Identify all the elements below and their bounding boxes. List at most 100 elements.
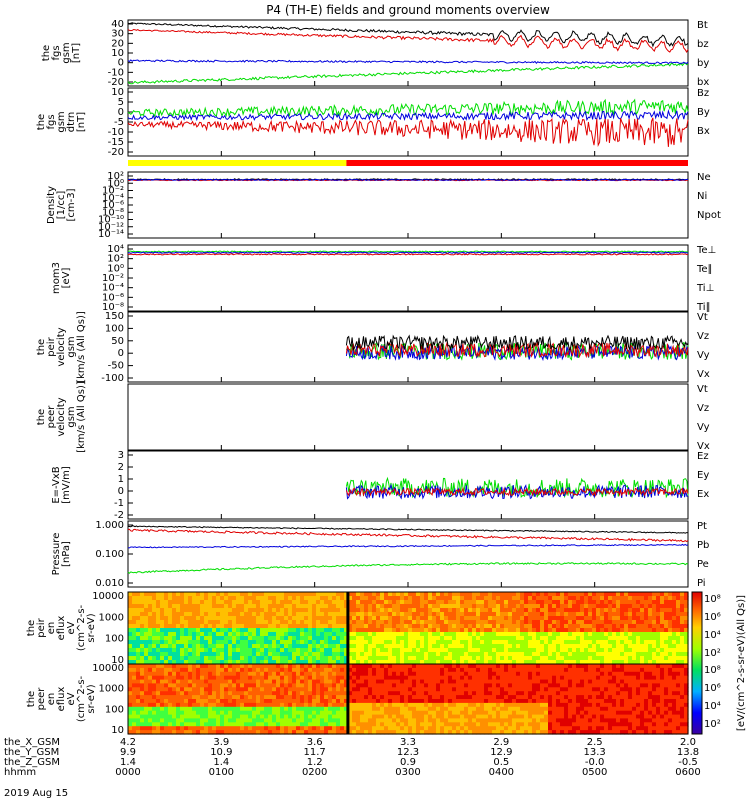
spectrogram-cell (580, 636, 585, 641)
spectrogram-cell (628, 624, 633, 629)
spectrogram-cell (192, 640, 197, 645)
spectrogram-cell (624, 620, 629, 625)
spectrogram-cell (192, 600, 197, 605)
spectrogram-cell (340, 604, 345, 609)
spectrogram-cell (208, 640, 213, 645)
spectrogram-cell (312, 706, 317, 712)
spectrogram-cell (472, 710, 477, 716)
spectrogram-cell (472, 699, 477, 704)
spectrogram-cell (652, 616, 657, 621)
spectrogram-cell (616, 640, 621, 645)
spectrogram-cell (584, 644, 589, 649)
spectrogram-cell (164, 671, 169, 677)
spectrogram-cell (440, 600, 445, 605)
spectrogram-cell (356, 616, 361, 621)
spectrogram-cell (148, 600, 153, 605)
spectrogram-cell (600, 644, 605, 649)
spectrogram-cell (248, 632, 253, 637)
spectrogram-cell (416, 726, 421, 731)
spectrogram-cell (220, 706, 225, 712)
spectrogram-cell (520, 710, 525, 716)
spectrogram-cell (296, 616, 301, 621)
spectrogram-cell (408, 640, 413, 645)
spectrogram-cell (172, 656, 177, 661)
spectrogram-cell (612, 604, 617, 609)
spectrogram-cell (468, 702, 473, 708)
spectrogram-cell (200, 592, 205, 597)
spectrogram-cell (136, 671, 141, 677)
spectrogram-cell (544, 640, 549, 645)
spectrogram-cell (328, 640, 333, 645)
spectrogram-cell (256, 640, 261, 645)
spectrogram-cell (440, 726, 445, 731)
spectrogram-cell (192, 664, 197, 669)
spectrogram-cell (644, 652, 649, 657)
spectrogram-cell (628, 616, 633, 621)
spectrogram-cell (596, 664, 601, 669)
spectrogram-cell (292, 620, 297, 625)
spectrogram-cell (200, 710, 205, 716)
spectrogram-cell (468, 596, 473, 601)
spectrogram-cell (348, 664, 353, 669)
spectrogram-cell (132, 656, 137, 661)
spectrogram-cell (504, 691, 509, 696)
spectrogram-cell (160, 679, 165, 685)
spectrogram-cell (204, 675, 209, 681)
spectrogram-cell (372, 664, 377, 669)
spectrogram-cell (540, 702, 545, 708)
spectrogram-cell (464, 667, 469, 673)
spectrogram-cell (196, 691, 201, 696)
spectrogram-cell (456, 710, 461, 716)
spectrogram-cell (448, 640, 453, 645)
spectrogram-cell (332, 718, 337, 723)
spectrogram-cell (512, 683, 517, 688)
spectrogram-cell (588, 624, 593, 629)
spectrogram-cell (560, 667, 565, 673)
spectrogram-cell (168, 628, 173, 633)
spectrogram-cell (600, 683, 605, 688)
spectrogram-cell (608, 616, 613, 621)
spectrogram-cell (348, 648, 353, 653)
spectrogram-cell (356, 648, 361, 653)
spectrogram-cell (328, 596, 333, 601)
spectrogram-cell (472, 604, 477, 609)
spectrogram-cell (536, 687, 541, 692)
spectrogram-cell (588, 640, 593, 645)
y-tick-label: 30 (111, 29, 124, 40)
spectrogram-cell (168, 730, 173, 735)
spectrogram-cell (324, 699, 329, 704)
spectrogram-cell (232, 710, 237, 716)
spectrogram-cell (488, 652, 493, 657)
spectrogram-cell (428, 644, 433, 649)
spectrogram-cell (508, 648, 513, 653)
spectrogram-cell (492, 679, 497, 685)
spectrogram-cell (672, 620, 677, 625)
spectrogram-cell (660, 652, 665, 657)
spectrogram-cell (524, 664, 529, 669)
spectrogram-cell (204, 679, 209, 685)
spectrogram-cell (144, 730, 149, 735)
spectrogram-cell (308, 648, 313, 653)
spectrogram-cell (496, 656, 501, 661)
spectrogram-cell (240, 679, 245, 685)
panel-ylabel: (cm^2-s- (76, 675, 87, 722)
panel-ylabel: peer (36, 687, 47, 711)
spectrogram-cell (484, 636, 489, 641)
spectrogram-cell (160, 667, 165, 673)
spectrogram-cell (496, 699, 501, 704)
spectrogram-cell (184, 604, 189, 609)
spectrogram-cell (160, 691, 165, 696)
spectrogram-cell (376, 718, 381, 723)
spectrogram-cell (200, 652, 205, 657)
spectrogram-cell (608, 706, 613, 712)
spectrogram-cell (504, 632, 509, 637)
spectrogram-cell (440, 722, 445, 727)
spectrogram-cell (580, 620, 585, 625)
spectrogram-cell (216, 612, 221, 617)
spectrogram-cell (252, 656, 257, 661)
spectrogram-cell (228, 644, 233, 649)
spectrogram-cell (336, 706, 341, 712)
spectrogram-cell (268, 660, 273, 665)
spectrogram-cell (548, 652, 553, 657)
spectrogram-cell (544, 671, 549, 677)
